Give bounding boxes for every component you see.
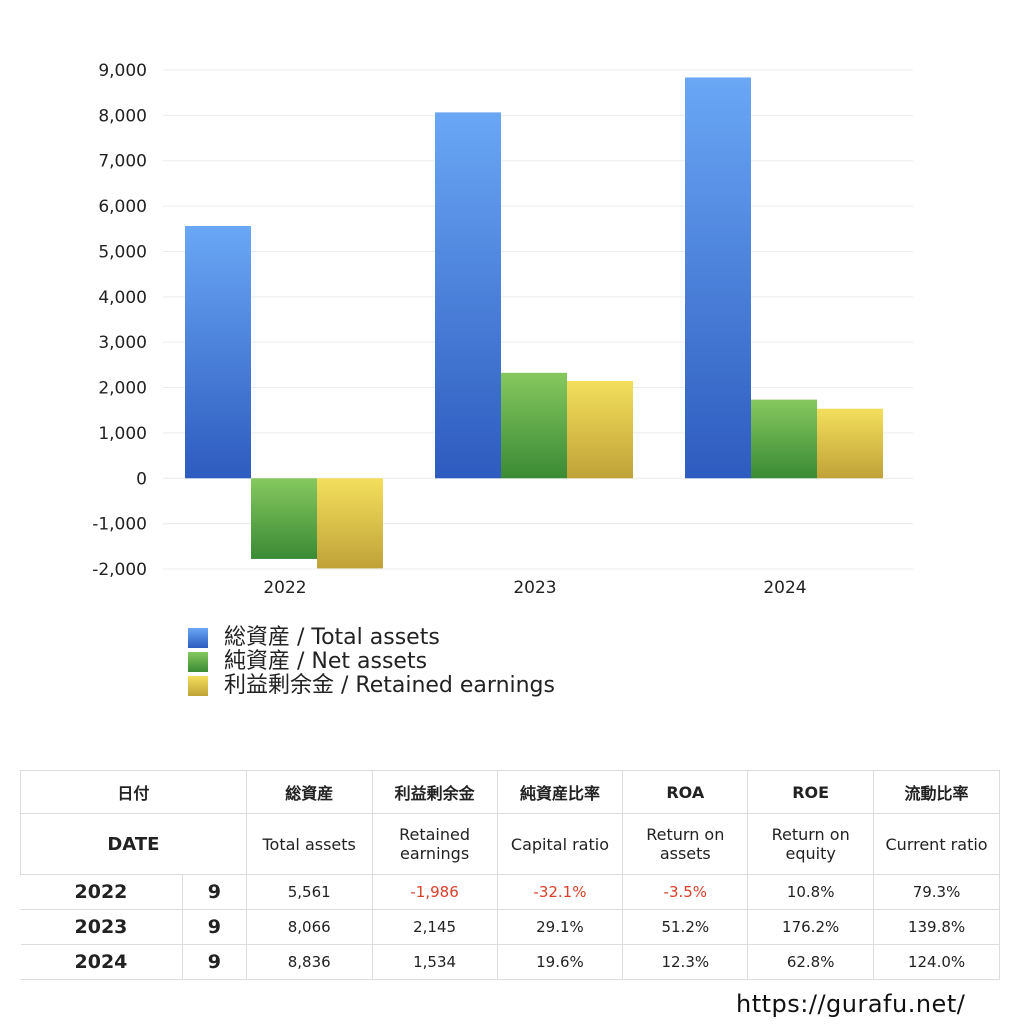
legend-swatch-total-assets xyxy=(188,628,208,648)
legend-label-retained-earnings: 利益剰余金 / Retained earnings xyxy=(224,673,555,698)
legend: 総資産 / Total assets 純資産 / Net assets 利益剰余… xyxy=(188,626,555,698)
y-tick-label: 5,000 xyxy=(98,242,147,262)
bar-2023-series-0 xyxy=(435,112,501,479)
header-total-assets-ja: 総資産 xyxy=(245,770,373,814)
legend-item-retained-earnings: 利益剰余金 / Retained earnings xyxy=(188,674,555,698)
cell-capital-ratio: 19.6% xyxy=(496,944,624,980)
header-date-en: DATE xyxy=(20,813,247,875)
y-tick-label: -2,000 xyxy=(92,560,147,580)
cell-roa: -3.5% xyxy=(622,874,749,910)
cell-current-ratio: 79.3% xyxy=(873,874,1000,910)
header-roe-ja: ROE xyxy=(747,770,875,814)
header-total-assets-en: Total assets xyxy=(245,813,373,875)
header-date-ja: 日付 xyxy=(20,770,247,814)
bar-2023-series-1 xyxy=(501,372,567,479)
header-current-ratio-ja: 流動比率 xyxy=(873,770,1000,814)
row-year: 2024 xyxy=(20,944,183,980)
row-year: 2023 xyxy=(20,909,183,945)
legend-label-total-assets: 総資産 / Total assets xyxy=(224,625,440,650)
cell-roe: 10.8% xyxy=(747,874,875,910)
y-axis-ticks: 9,000 8,000 7,000 6,000 5,000 4,000 3,000 2,000… xyxy=(92,61,147,580)
y-tick-label: -1,000 xyxy=(92,515,147,535)
y-tick-label: 3,000 xyxy=(98,333,147,353)
cell-total-assets: 5,561 xyxy=(245,874,373,910)
cell-roe: 176.2% xyxy=(747,909,875,945)
bar-2024-series-1 xyxy=(751,399,817,479)
bar-2023-series-2 xyxy=(567,380,633,479)
header-roa-ja: ROA xyxy=(622,770,749,814)
bar-chart: 9,000 8,000 7,000 6,000 5,000 4,000 3,000 2,000… xyxy=(92,61,913,598)
bar-2024-series-2 xyxy=(817,408,883,479)
cell-retained-earnings: 1,534 xyxy=(371,944,498,980)
x-category-label: 2022 xyxy=(263,578,306,598)
y-tick-label: 1,000 xyxy=(98,424,147,444)
cell-roa: 51.2% xyxy=(622,909,749,945)
legend-item-net-assets: 純資産 / Net assets xyxy=(188,650,555,674)
cell-capital-ratio: 29.1% xyxy=(496,909,624,945)
table-header-ja: 日付 総資産 利益剰余金 純資産比率 ROA ROE 流動比率 xyxy=(20,770,1000,814)
cell-retained-earnings: 2,145 xyxy=(371,909,498,945)
legend-item-total-assets: 総資産 / Total assets xyxy=(188,626,555,650)
table-header-en: DATE Total assets Retained earnings Capi… xyxy=(20,813,1000,875)
y-tick-label: 4,000 xyxy=(98,288,147,308)
bar-2024-series-0 xyxy=(685,77,751,479)
y-tick-label: 8,000 xyxy=(98,106,147,126)
legend-swatch-retained-earnings xyxy=(188,676,208,696)
x-axis-categories: 2022 2023 2024 xyxy=(263,578,806,598)
cell-roe: 62.8% xyxy=(747,944,875,980)
header-retained-earnings-ja: 利益剰余金 xyxy=(371,770,498,814)
row-month: 9 xyxy=(181,909,247,945)
row-month: 9 xyxy=(181,874,247,910)
row-year: 2022 xyxy=(20,874,183,910)
legend-label-net-assets: 純資産 / Net assets xyxy=(224,649,428,674)
site-url[interactable]: https://gurafu.net/ xyxy=(736,990,966,1018)
cell-retained-earnings: -1,986 xyxy=(371,874,498,910)
header-current-ratio-en: Current ratio xyxy=(873,813,1000,875)
cell-current-ratio: 124.0% xyxy=(873,944,1000,980)
table-row: 2022 9 5,561 -1,986 -32.1% -3.5% 10.8% 7… xyxy=(20,874,1000,910)
x-category-label: 2023 xyxy=(513,578,556,598)
row-month: 9 xyxy=(181,944,247,980)
cell-roa: 12.3% xyxy=(622,944,749,980)
header-retained-earnings-en: Retained earnings xyxy=(371,813,498,875)
y-tick-label: 6,000 xyxy=(98,197,147,217)
bars xyxy=(185,77,883,569)
cell-capital-ratio: -32.1% xyxy=(496,874,624,910)
header-capital-ratio-ja: 純資産比率 xyxy=(496,770,624,814)
legend-swatch-net-assets xyxy=(188,652,208,672)
cell-current-ratio: 139.8% xyxy=(873,909,1000,945)
table-row: 2023 9 8,066 2,145 29.1% 51.2% 176.2% 13… xyxy=(20,909,1000,945)
header-roa-en: Return on assets xyxy=(622,813,749,875)
financial-table: 日付 総資産 利益剰余金 純資産比率 ROA ROE 流動比率 DATE Tot… xyxy=(20,770,1000,980)
cell-total-assets: 8,066 xyxy=(245,909,373,945)
header-roe-en: Return on equity xyxy=(747,813,875,875)
y-tick-label: 0 xyxy=(136,469,147,489)
bar-2022-series-0 xyxy=(185,226,251,479)
bar-2022-series-1 xyxy=(251,478,317,559)
bar-2022-series-2 xyxy=(317,478,383,569)
y-tick-label: 9,000 xyxy=(98,61,147,81)
y-tick-label: 7,000 xyxy=(98,152,147,172)
y-tick-label: 2,000 xyxy=(98,379,147,399)
table-row: 2024 9 8,836 1,534 19.6% 12.3% 62.8% 124… xyxy=(20,944,1000,980)
header-capital-ratio-en: Capital ratio xyxy=(496,813,624,875)
cell-total-assets: 8,836 xyxy=(245,944,373,980)
x-category-label: 2024 xyxy=(763,578,806,598)
